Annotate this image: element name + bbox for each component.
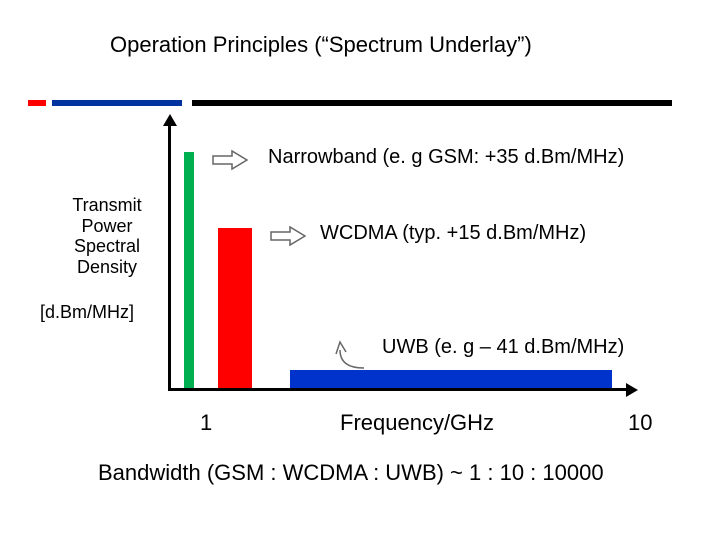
slide-title: Operation Principles (“Spectrum Underlay… (110, 32, 532, 58)
y-axis (168, 122, 171, 390)
y-axis-unit: [d.Bm/MHz] (40, 302, 134, 323)
title-rule-seg-black (192, 100, 672, 106)
y-axis-label: TransmitPowerSpectralDensity (52, 195, 162, 278)
title-rule-seg-blue (52, 100, 182, 106)
title-rule-seg-red (28, 100, 46, 106)
y-axis-arrow-icon (163, 114, 177, 126)
slide: Operation Principles (“Spectrum Underlay… (0, 0, 720, 540)
curved-arrow-icon (334, 340, 368, 370)
x-axis (168, 388, 628, 391)
arrow-icon (212, 149, 248, 171)
arrow-icon (270, 225, 306, 247)
bar-narrowband (184, 152, 194, 388)
callout-wcdma: WCDMA (typ. +15 d.Bm/MHz) (320, 222, 586, 245)
footer-text: Bandwidth (GSM : WCDMA : UWB) ~ 1 : 10 :… (98, 460, 604, 486)
callout-narrowband: Narrowband (e. g GSM: +35 d.Bm/MHz) (268, 146, 624, 169)
x-tick-1: 1 (200, 410, 212, 436)
x-axis-arrow-icon (626, 383, 638, 397)
callout-uwb: UWB (e. g – 41 d.Bm/MHz) (382, 336, 624, 359)
x-axis-label: Frequency/GHz (340, 410, 494, 436)
bar-wcdma (218, 228, 252, 388)
x-tick-10: 10 (628, 410, 652, 436)
bar-uwb (290, 370, 612, 388)
